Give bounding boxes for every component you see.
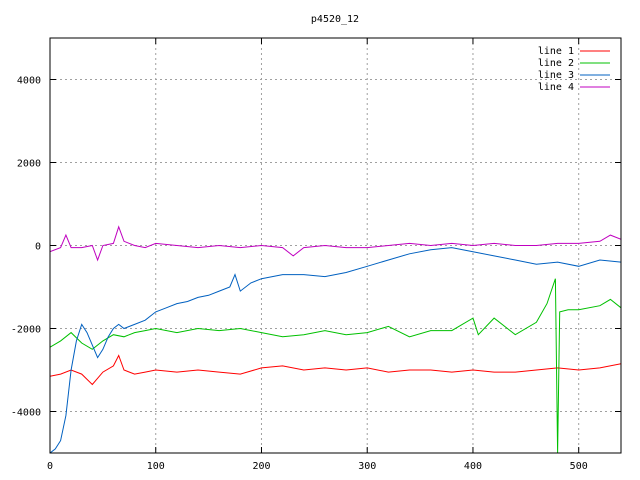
y-tick-label: 2000: [17, 159, 41, 170]
x-tick-label: 500: [570, 461, 588, 472]
x-tick-label: 100: [147, 461, 165, 472]
x-tick-label: 300: [358, 461, 376, 472]
series-line-3: [50, 247, 621, 453]
y-tick-label: 0: [35, 242, 41, 253]
y-tick-label: -2000: [11, 325, 41, 336]
legend-label: line 1: [538, 46, 574, 57]
series-group: [50, 225, 621, 453]
axis-ticks: 0 100 200 300 400 500 -4000 -2000 0 2000 4000: [11, 38, 621, 472]
legend-label: line 3: [538, 70, 574, 81]
legend-label: line 4: [538, 82, 574, 93]
x-tick-label: 0: [47, 461, 53, 472]
chart-title: p4520_12: [311, 14, 359, 25]
y-tick-label: 4000: [17, 76, 41, 87]
series-line-2: [50, 278, 621, 453]
series-line-1: [50, 354, 621, 386]
y-tick-label: -4000: [11, 408, 41, 419]
x-tick-label: 400: [464, 461, 482, 472]
legend-label: line 2: [538, 58, 574, 69]
x-tick-label: 200: [252, 461, 270, 472]
series-line-4: [50, 225, 621, 262]
